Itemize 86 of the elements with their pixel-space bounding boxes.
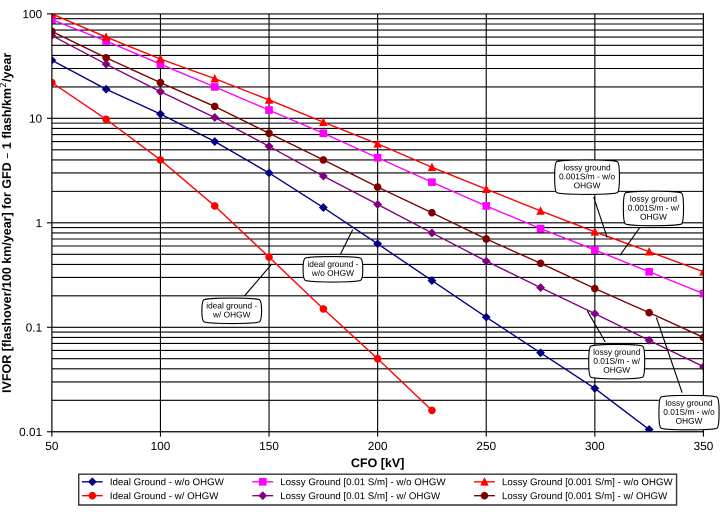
point — [102, 54, 110, 62]
point — [265, 106, 273, 114]
point — [210, 74, 219, 82]
x-tick-label: 250 — [476, 442, 496, 450]
point — [591, 246, 599, 254]
x-tick-label: 100 — [151, 442, 170, 450]
point — [428, 178, 436, 186]
point — [536, 283, 545, 292]
point — [482, 235, 490, 243]
point — [536, 259, 544, 268]
point — [428, 276, 436, 285]
point — [102, 115, 110, 124]
point — [320, 129, 328, 138]
point — [374, 240, 382, 248]
legend-label: Lossy Ground [0.01 S/m] - w/o OHGW — [281, 478, 446, 488]
point — [319, 203, 328, 212]
point — [265, 129, 273, 138]
y-tick-label: 10 — [30, 114, 42, 123]
x-tick-label: 50 — [46, 442, 58, 450]
point — [264, 142, 274, 150]
point — [590, 310, 599, 318]
point — [156, 110, 165, 118]
point — [210, 113, 219, 122]
point — [428, 163, 436, 172]
point — [320, 156, 328, 164]
point — [264, 168, 274, 178]
point — [156, 78, 164, 86]
point — [645, 308, 653, 316]
y-axis-title: IVFOR [flashover/100 km/year] for GFD – 1 flash/km$^{2}$/year — [0, 52, 14, 392]
point — [591, 284, 599, 292]
point — [645, 248, 653, 256]
point — [265, 253, 273, 261]
legend-label: Ideal Ground - w/ OHGW — [110, 492, 218, 500]
point — [156, 156, 164, 164]
point — [102, 33, 110, 41]
point — [320, 305, 328, 313]
point — [210, 137, 219, 146]
x-tick-label: 300 — [585, 442, 604, 450]
x-tick-label: 200 — [368, 442, 388, 450]
legend-label: Lossy Ground [0.001 S/m] - w/ OHGW — [502, 492, 668, 502]
point — [210, 202, 219, 210]
annotation: lossy ground 0.01S/m - w/ OHGW — [594, 348, 640, 373]
point — [156, 55, 164, 63]
y-tick-label: 1 — [36, 218, 42, 228]
legend-label: Lossy Ground [0.01 S/m] - w/ OHGW — [281, 492, 440, 502]
point — [374, 183, 382, 191]
point — [156, 88, 165, 96]
point — [102, 85, 110, 94]
point — [374, 154, 382, 162]
point — [210, 102, 219, 110]
point — [645, 336, 654, 344]
point — [645, 425, 654, 432]
point — [374, 354, 382, 363]
point — [265, 96, 273, 104]
point — [428, 208, 436, 217]
y-tick-label: 0.01 — [20, 428, 42, 436]
annotation: lossy ground 0.01S/m - w/o OHGW — [664, 400, 714, 424]
point — [482, 185, 490, 193]
point — [210, 83, 219, 91]
annotation: lossy ground 0.001S/m - w/ OHGW — [628, 196, 680, 220]
annotation: ideal ground - w/ OHGW — [206, 302, 257, 318]
x-tick-label: 150 — [260, 442, 278, 450]
point — [590, 384, 599, 393]
point — [320, 118, 328, 126]
annotation: lossy ground 0.001S/m - w/o OHGW — [559, 164, 615, 188]
point — [428, 228, 436, 238]
point — [428, 406, 436, 414]
annotation: ideal ground - w/o OHGW — [308, 260, 358, 276]
point — [482, 256, 490, 266]
point — [374, 200, 382, 209]
point — [482, 313, 490, 322]
x-axis-title: CFO [kV] — [351, 458, 404, 470]
point — [319, 172, 328, 180]
point — [536, 224, 544, 232]
legend-label: Ideal Ground - w/o OHGW — [110, 478, 224, 486]
point — [536, 207, 544, 215]
y-tick-label: 100 — [23, 10, 42, 18]
point — [645, 268, 653, 276]
y-tick-label: 0.1 — [26, 323, 42, 332]
point — [374, 140, 382, 148]
point — [482, 202, 490, 210]
point — [536, 348, 545, 357]
point — [591, 228, 599, 236]
point — [102, 60, 110, 68]
legend-label: Lossy Ground [0.001 S/m] - w/o OHGW — [502, 478, 673, 488]
x-tick-label: 350 — [694, 442, 713, 450]
